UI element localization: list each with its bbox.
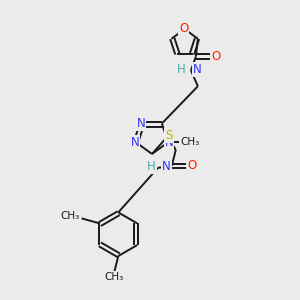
Text: O: O bbox=[211, 50, 220, 63]
Text: H: H bbox=[177, 63, 186, 76]
Text: O: O bbox=[187, 159, 196, 172]
Text: N: N bbox=[162, 160, 171, 173]
Text: H: H bbox=[147, 160, 156, 173]
Text: N: N bbox=[130, 136, 139, 149]
Text: N: N bbox=[193, 63, 202, 76]
Text: N: N bbox=[165, 136, 173, 149]
Text: CH₃: CH₃ bbox=[180, 137, 200, 147]
Text: N: N bbox=[137, 117, 146, 130]
Text: CH₃: CH₃ bbox=[105, 272, 124, 282]
Text: CH₃: CH₃ bbox=[60, 212, 80, 221]
Text: O: O bbox=[179, 22, 188, 34]
Text: S: S bbox=[165, 129, 172, 142]
